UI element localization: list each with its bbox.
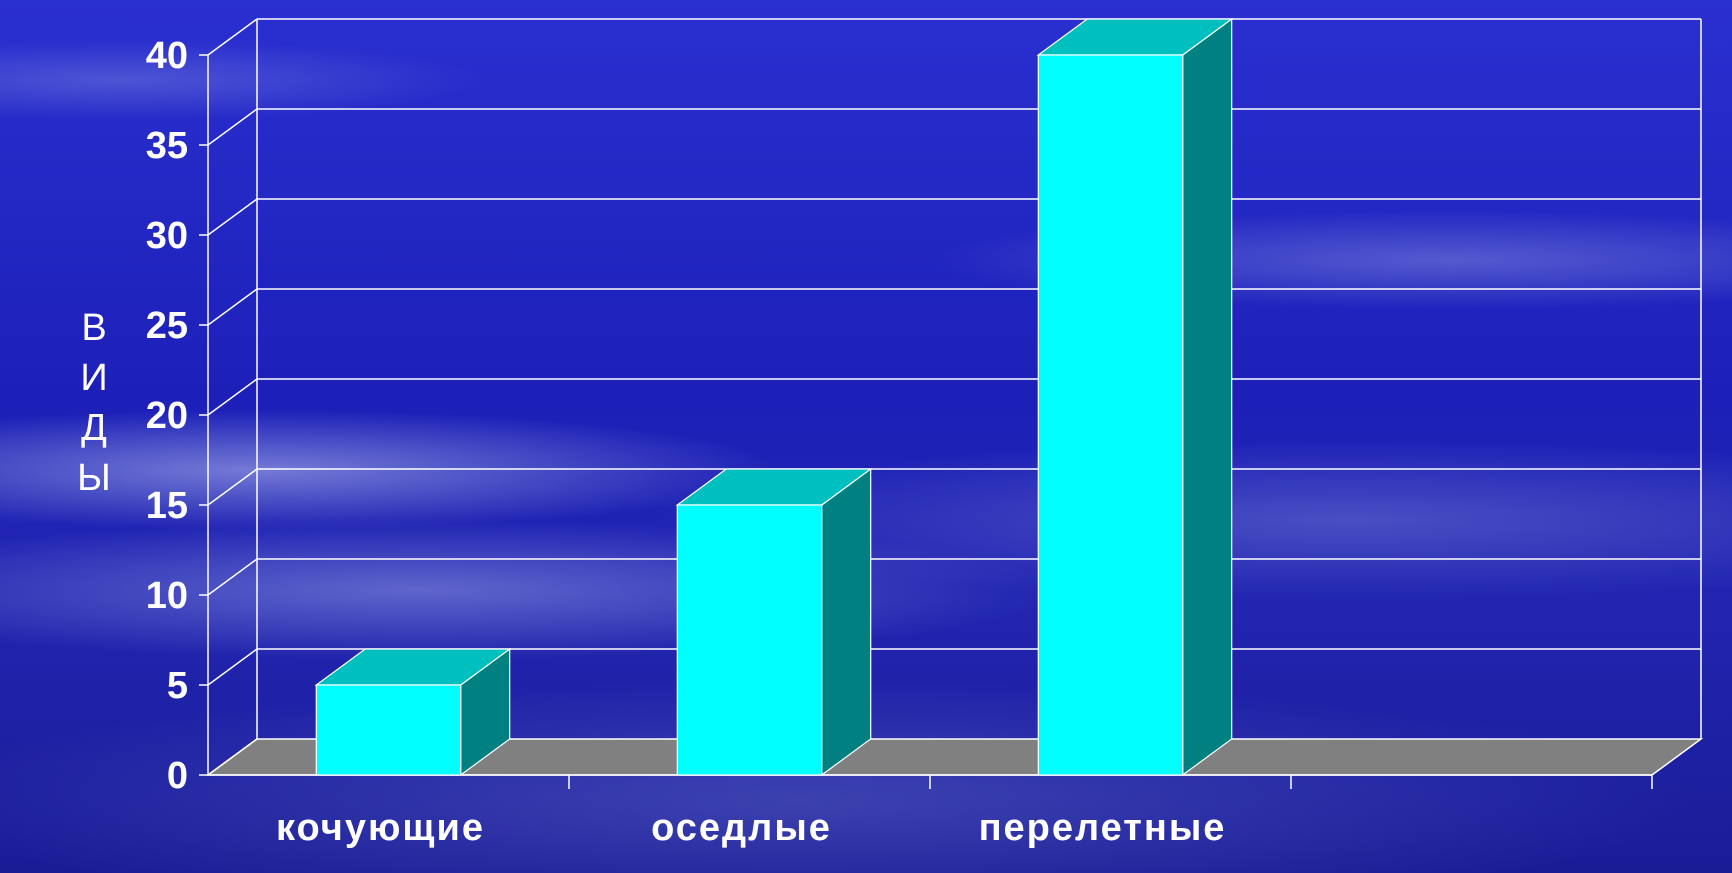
category-label: кочующие [276,807,485,849]
bar-side-face [1182,17,1233,777]
side-wall-gridline [207,558,258,596]
side-wall-gridline [207,288,258,326]
y-tick-label: 30 [146,215,188,257]
bar-1 [314,647,512,777]
bar-2 [675,467,873,777]
bar-front-face [315,684,462,776]
y-tick-label: 20 [146,395,188,437]
side-wall-gridline [207,18,258,56]
bar-3 [1036,17,1234,777]
bar-side-face [821,467,872,777]
bar-front-face [676,504,823,776]
category-label: перелетные [979,807,1227,849]
bar-front-face [1037,54,1184,776]
bars-layer [314,17,1234,777]
y-tick-label: 0 [167,755,188,797]
side-wall-gridline [207,648,258,686]
category-labels-layer: кочующие оседлые перелетные [276,807,1227,849]
y-tick-label: 5 [167,665,188,707]
side-wall-gridline [207,738,258,776]
side-wall-gridline [207,198,258,236]
y-tick-label: 15 [146,485,188,527]
y-tick-label: 25 [146,305,188,347]
y-tick-labels-layer: 0 5 10 15 20 25 30 35 40 [146,35,188,797]
category-label: оседлые [651,807,832,849]
y-tick-label: 10 [146,575,188,617]
side-wall-gridline [207,378,258,416]
y-axis-title-letter: Д [81,407,107,449]
y-tick-label: 35 [146,125,188,167]
gridlines-layer [207,18,1701,776]
y-axis-title-letter: И [80,357,107,399]
side-wall-gridline [207,468,258,506]
y-axis-title-letter: В [81,307,106,349]
side-wall-gridline [207,108,258,146]
axes-layer [199,19,1702,789]
y-axis-title-letter: Ы [77,457,111,499]
y-tick-label: 40 [146,35,188,77]
